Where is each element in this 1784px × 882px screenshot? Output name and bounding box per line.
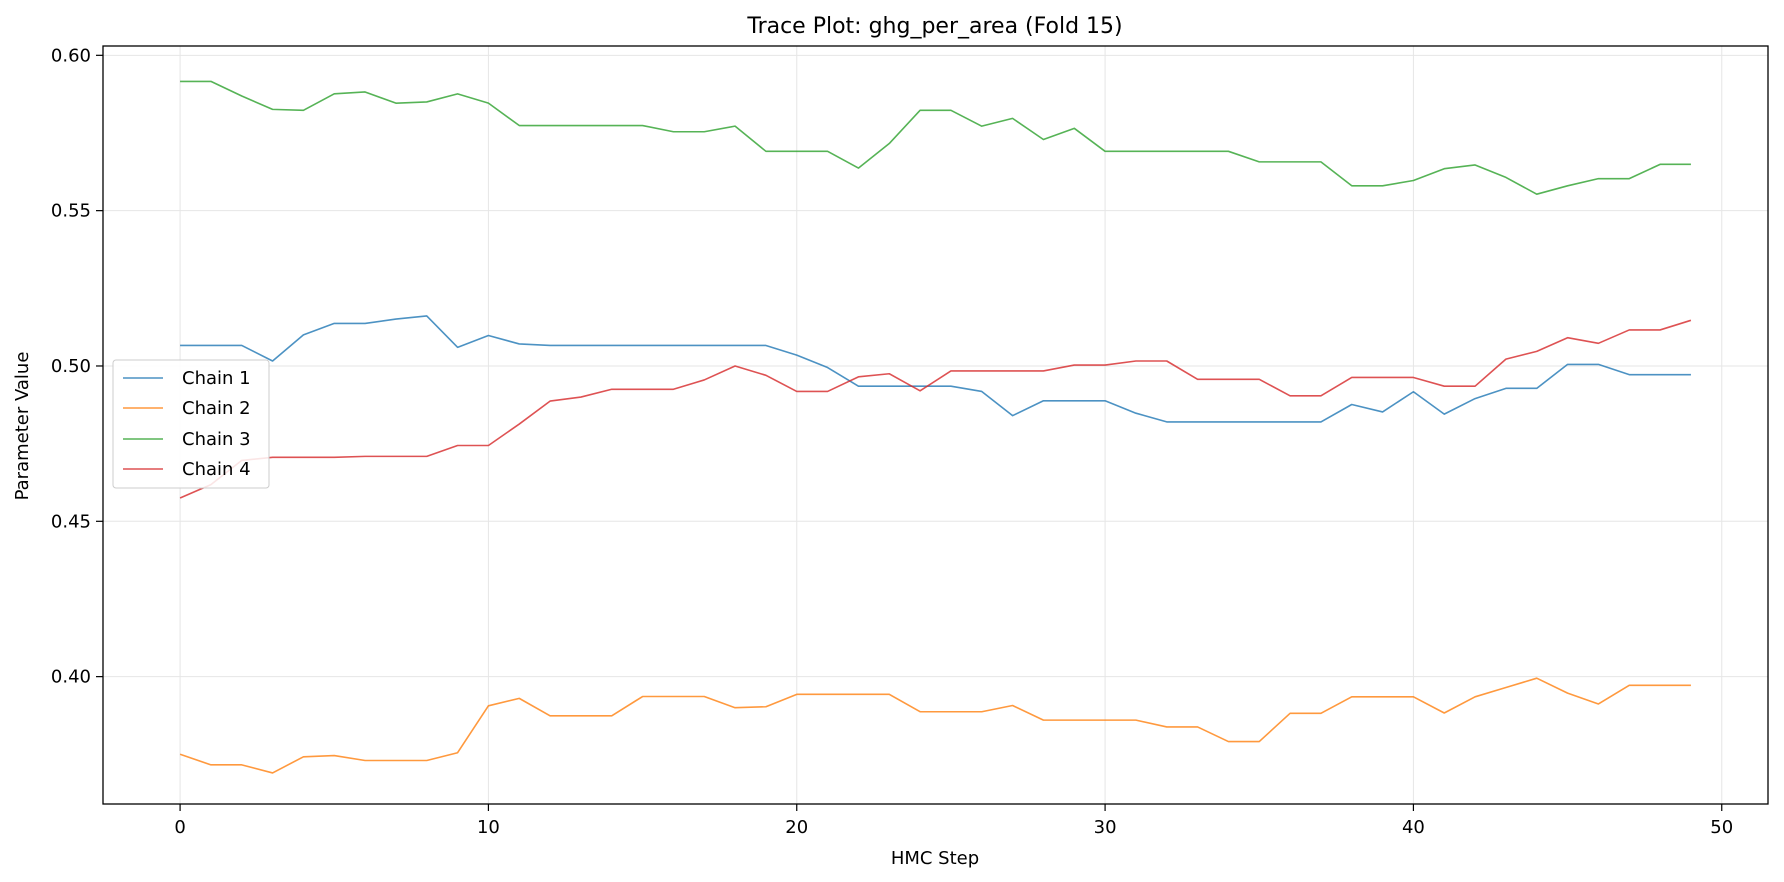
legend-box [112, 359, 270, 489]
legend-entry-chain-4: Chain 4 [123, 459, 251, 480]
series-line-chain-3 [180, 80, 1691, 195]
chart-title: Trace Plot: ghg_per_area (Fold 15) [746, 14, 1122, 39]
grid-lines [103, 46, 1768, 804]
x-tick-label: 40 [1402, 817, 1425, 838]
y-tick-label: 0.60 [51, 45, 91, 66]
x-tick-label: 30 [1094, 817, 1117, 838]
x-tick-label: 0 [174, 817, 185, 838]
x-axis-label: HMC Step [891, 848, 979, 869]
y-tick-label: 0.45 [51, 511, 91, 532]
x-tick-label: 10 [477, 817, 500, 838]
legend-entry-chain-3: Chain 3 [123, 429, 251, 450]
legend-label-chain-2: Chain 2 [182, 398, 251, 419]
legend-entry-chain-2: Chain 2 [123, 398, 251, 419]
legend: Chain 1 Chain 2 Chain 3 Chain 4 [112, 359, 270, 489]
series-lines [179, 80, 1692, 774]
legend-entry-chain-1: Chain 1 [123, 368, 251, 389]
y-axis-label: Parameter Value [12, 352, 33, 501]
y-tick-label: 0.40 [51, 667, 91, 688]
plot-frame [102, 45, 1769, 805]
x-tick-label: 20 [785, 817, 808, 838]
series-line-chain-2 [179, 677, 1691, 774]
series-line-chain-4 [179, 319, 1692, 499]
legend-label-chain-1: Chain 1 [182, 368, 251, 389]
axis-ticks: 0 10 20 30 40 50 0.40 0.45 0.50 0.55 0.60 [51, 45, 1733, 838]
y-tick-label: 0.55 [51, 201, 91, 222]
x-tick-label: 50 [1710, 817, 1733, 838]
legend-label-chain-4: Chain 4 [182, 459, 251, 480]
legend-label-chain-3: Chain 3 [182, 429, 251, 450]
series-line-chain-1 [180, 315, 1691, 423]
y-tick-label: 0.50 [51, 356, 91, 377]
